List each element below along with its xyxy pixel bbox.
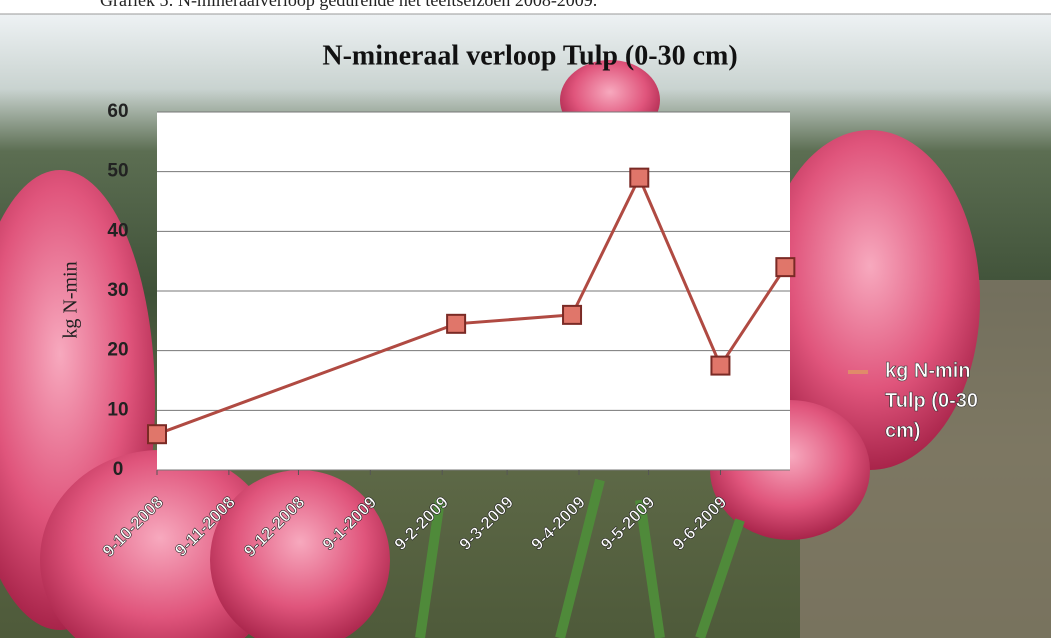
data-point (447, 315, 465, 333)
y-tick-label: 10 (107, 399, 128, 420)
data-point (711, 357, 729, 375)
data-point (630, 169, 648, 187)
chart-title: N-mineraal verloop Tulp (0-30 cm) (322, 40, 737, 71)
chart: Grafiek 5: N-mineraalverloop gedurende h… (0, 0, 1051, 638)
y-tick-label: 40 (107, 220, 128, 241)
y-tick-label: 50 (107, 161, 128, 182)
data-point (148, 425, 166, 443)
y-tick-label: 60 (107, 101, 128, 122)
data-point (776, 258, 794, 276)
data-point (563, 306, 581, 324)
y-tick-label: 30 (107, 280, 128, 301)
y-tick-label: 20 (107, 340, 128, 361)
y-axis-title: kg N-min (60, 261, 82, 338)
caption: Grafiek 5: N-mineraalverloop gedurende h… (100, 0, 597, 10)
y-tick-label: 0 (113, 459, 124, 480)
